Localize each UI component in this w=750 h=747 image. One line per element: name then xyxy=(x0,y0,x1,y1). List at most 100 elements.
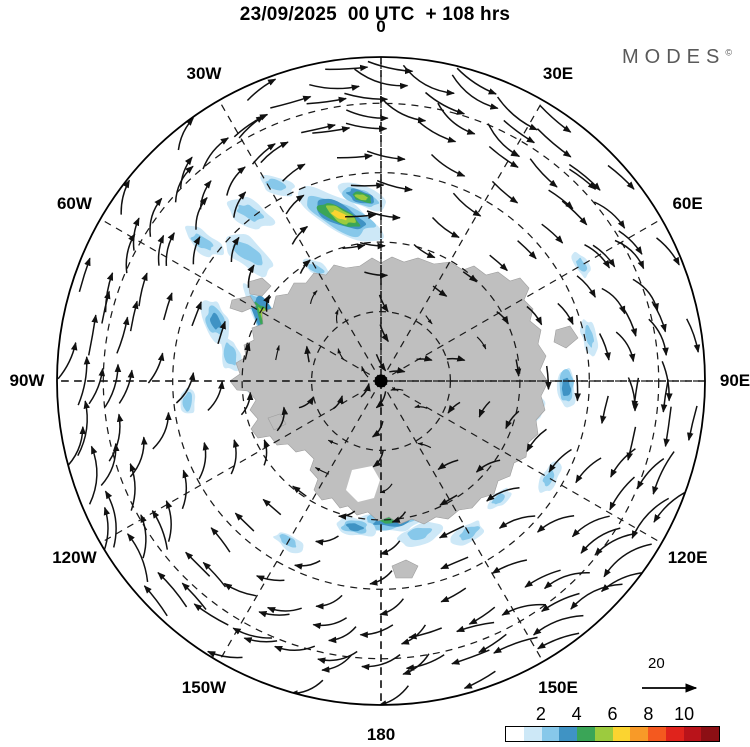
wind-arrow xyxy=(416,355,433,362)
wind-arrow xyxy=(438,525,465,539)
wind-arrow xyxy=(391,511,407,523)
wind-arrow xyxy=(390,387,404,391)
wind-arrow xyxy=(285,194,305,215)
wind-arrow xyxy=(77,356,91,406)
meridian-line xyxy=(380,100,544,382)
precip-contour xyxy=(265,178,287,191)
wind-arrow xyxy=(529,158,558,188)
wind-arrow xyxy=(361,654,401,671)
wind-arrow xyxy=(686,405,698,442)
wind-arrow xyxy=(360,382,371,398)
wind-arrow xyxy=(580,527,621,554)
wind-arrow xyxy=(260,141,289,164)
wind-arrow xyxy=(489,254,508,272)
wind-arrow xyxy=(389,367,406,374)
wind-arrow xyxy=(108,413,124,462)
precip-contour xyxy=(209,312,222,330)
wind-arrow xyxy=(514,359,522,377)
wind-arrow xyxy=(493,636,538,654)
wind-arrow xyxy=(378,294,389,313)
wind-arrow xyxy=(447,401,461,414)
wind-arrow xyxy=(181,469,189,510)
wind-arrow xyxy=(432,285,448,297)
wind-arrow xyxy=(336,153,373,160)
lon-label-120W: 120W xyxy=(52,548,97,567)
colorbar-swatch-4 xyxy=(577,727,595,741)
wind-arrow xyxy=(486,486,520,502)
wind-arrow xyxy=(446,355,466,362)
wind-arrow xyxy=(379,324,389,343)
wind-arrow xyxy=(361,365,369,378)
wind-arrow xyxy=(165,500,173,542)
wind-arrow xyxy=(496,310,509,325)
vector-scale-value: 20 xyxy=(648,655,665,672)
wind-arrow xyxy=(541,592,580,613)
wind-arrow xyxy=(440,556,469,570)
wind-arrow xyxy=(575,457,602,484)
wind-arrow xyxy=(359,624,394,639)
colorbar-swatch-11 xyxy=(701,727,719,741)
wind-arrow xyxy=(584,244,611,269)
colorbar-swatch-2 xyxy=(541,727,560,741)
wind-vector-field xyxy=(57,60,701,705)
wind-arrow xyxy=(636,457,665,490)
lon-label-120E: 120E xyxy=(667,548,708,567)
wind-arrow xyxy=(116,316,130,354)
wind-arrow xyxy=(258,611,290,618)
wind-arrow xyxy=(246,78,277,102)
precip-contour xyxy=(491,493,505,505)
wind-arrow xyxy=(405,654,445,671)
wind-arrow xyxy=(425,91,466,115)
wind-arrow xyxy=(151,510,169,550)
precip-contour xyxy=(561,377,572,397)
precip-contour xyxy=(331,209,348,221)
precip-contour xyxy=(354,194,368,201)
wind-arrow xyxy=(372,450,384,468)
wind-arrow xyxy=(293,560,321,570)
wind-arrow xyxy=(359,241,386,250)
wind-arrow xyxy=(77,400,91,457)
wind-arrow xyxy=(149,197,163,237)
wind-arrow xyxy=(344,92,389,103)
colorbar-swatch-7 xyxy=(630,727,648,741)
wind-arrow xyxy=(120,179,131,215)
wind-arrow xyxy=(127,533,149,582)
wind-arrow xyxy=(312,617,348,630)
wind-arrow xyxy=(266,606,302,614)
wind-arrow xyxy=(439,494,458,506)
wind-arrow xyxy=(557,302,574,326)
wind-arrow xyxy=(505,410,520,430)
precip-contour xyxy=(236,204,265,222)
precip-contour xyxy=(279,534,297,548)
wind-arrow xyxy=(217,320,226,345)
wind-arrow xyxy=(129,463,137,511)
precip-contour xyxy=(407,527,433,541)
colorbar: 2 4 6 8 10 xyxy=(505,704,720,742)
lon-label-0: 0 xyxy=(376,17,386,36)
colorbar-swatch-0 xyxy=(506,727,524,741)
wind-arrow xyxy=(185,551,211,577)
wind-arrow xyxy=(431,216,460,239)
lon-label-60E: 60E xyxy=(672,194,703,213)
wind-arrow xyxy=(539,105,572,133)
lon-label-90W: 90W xyxy=(9,371,45,390)
wind-arrow xyxy=(78,257,91,292)
colorbar-swatch-5 xyxy=(594,727,613,741)
wind-arrow xyxy=(661,361,673,402)
wind-arrow xyxy=(491,559,528,574)
wind-arrow xyxy=(598,333,611,361)
wind-arrow xyxy=(536,128,572,158)
wind-arrow xyxy=(315,594,343,610)
wind-arrow xyxy=(456,621,495,633)
wind-arrow xyxy=(299,259,311,274)
wind-arrow xyxy=(234,512,255,532)
wind-arrow xyxy=(437,102,476,135)
wind-arrow xyxy=(195,196,208,230)
wind-arrow xyxy=(541,223,564,244)
wind-arrow xyxy=(631,497,670,539)
wind-arrow xyxy=(652,451,675,495)
precip-contour xyxy=(345,523,365,532)
wind-arrow xyxy=(327,626,357,644)
wind-arrow xyxy=(226,166,246,196)
map-contents xyxy=(57,57,705,705)
